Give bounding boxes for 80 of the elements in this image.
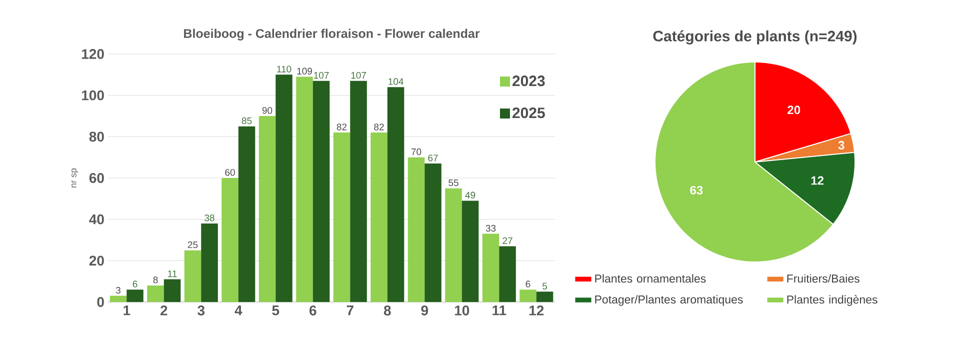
bar [462,200,479,302]
data-label: 82 [374,124,384,130]
data-label: 107 [314,72,329,79]
data-label: 82 [336,124,347,130]
bar [276,74,292,302]
data-label: 60 [225,169,235,176]
bar [312,80,330,302]
legend-label: 2025 [512,108,545,118]
data-label: 67 [428,154,438,162]
data-label: 38 [204,214,214,222]
x-tick-label: 10 [454,306,470,316]
bar [164,279,181,302]
x-tick-label: 12 [529,306,544,316]
data-label: 63 [690,186,703,194]
bar [184,250,202,302]
data-label: 5 [542,282,548,290]
legend-label: Plantes ornamentales [595,274,706,283]
x-tick-label: 5 [272,306,280,316]
bar [222,178,238,302]
bar [201,223,218,302]
bar [482,234,500,302]
bar [258,116,276,302]
data-label: 104 [388,78,404,85]
y-tick-label: 60 [89,173,104,183]
y-axis-title: nr sp [72,168,78,188]
bar [499,246,516,302]
y-tick-label: 120 [82,49,104,59]
bar [408,157,425,302]
bar [296,76,313,302]
y-tick-label: 0 [97,297,104,307]
x-tick-label: 4 [234,306,242,316]
bar [333,132,350,302]
data-label: 85 [242,117,252,124]
data-label: 27 [502,237,512,244]
bar [536,292,554,302]
data-label: 20 [788,106,800,114]
x-tick-label: 11 [492,306,506,316]
data-label: 33 [486,224,496,232]
data-label: 90 [262,107,272,114]
y-tick-label: 20 [89,256,104,266]
data-label: 55 [448,180,458,186]
data-label: 70 [411,148,422,156]
x-tick-label: 7 [346,306,354,316]
bar [238,126,256,302]
data-label: 3 [838,140,844,150]
data-label: 109 [297,68,312,75]
legend-label: Plantes indigènes [787,295,878,306]
data-label: 11 [168,270,177,278]
data-label: 6 [132,280,138,288]
x-tick-label: 8 [384,306,391,316]
data-label: 8 [153,276,158,284]
y-tick-label: 80 [89,132,104,142]
bar [110,296,127,302]
bar [424,164,442,302]
x-tick-label: 9 [421,306,428,316]
bar [445,188,462,302]
legend-label: 2023 [512,76,545,86]
y-tick-label: 40 [89,214,104,224]
bar [350,80,367,302]
data-label: 3 [116,286,120,294]
bar [387,87,404,302]
x-tick-label: 1 [124,306,130,316]
bar [147,285,164,302]
legend-label: Potager/Plantes aromatiques [595,295,743,306]
data-label: 25 [188,241,198,248]
data-label: 110 [277,66,292,72]
bar [520,290,536,302]
chart-title: Bloeiboog - Calendrier floraison - Flower calendar [184,28,480,40]
chart-title: Catégories de plants (n=249) [653,30,857,44]
y-tick-label: 100 [82,90,104,100]
data-label: 49 [465,192,476,199]
x-tick-label: 3 [198,306,205,316]
x-tick-label: 2 [160,306,168,316]
bar [126,290,144,302]
data-label: 12 [811,176,824,185]
data-label: 107 [351,72,366,79]
bar [370,132,388,302]
data-label: 6 [526,280,530,288]
legend-label: Fruitiers/Baies [787,274,860,283]
x-tick-label: 6 [310,306,316,316]
